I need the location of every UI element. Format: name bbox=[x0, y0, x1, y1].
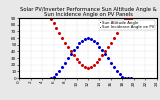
Legend: Sun Altitude Angle, Sun Incidence Angle on PV: Sun Altitude Angle, Sun Incidence Angle … bbox=[99, 20, 155, 30]
Title: Solar PV/Inverter Performance Sun Altitude Angle & Sun Incidence Angle on PV Pan: Solar PV/Inverter Performance Sun Altitu… bbox=[20, 7, 156, 17]
